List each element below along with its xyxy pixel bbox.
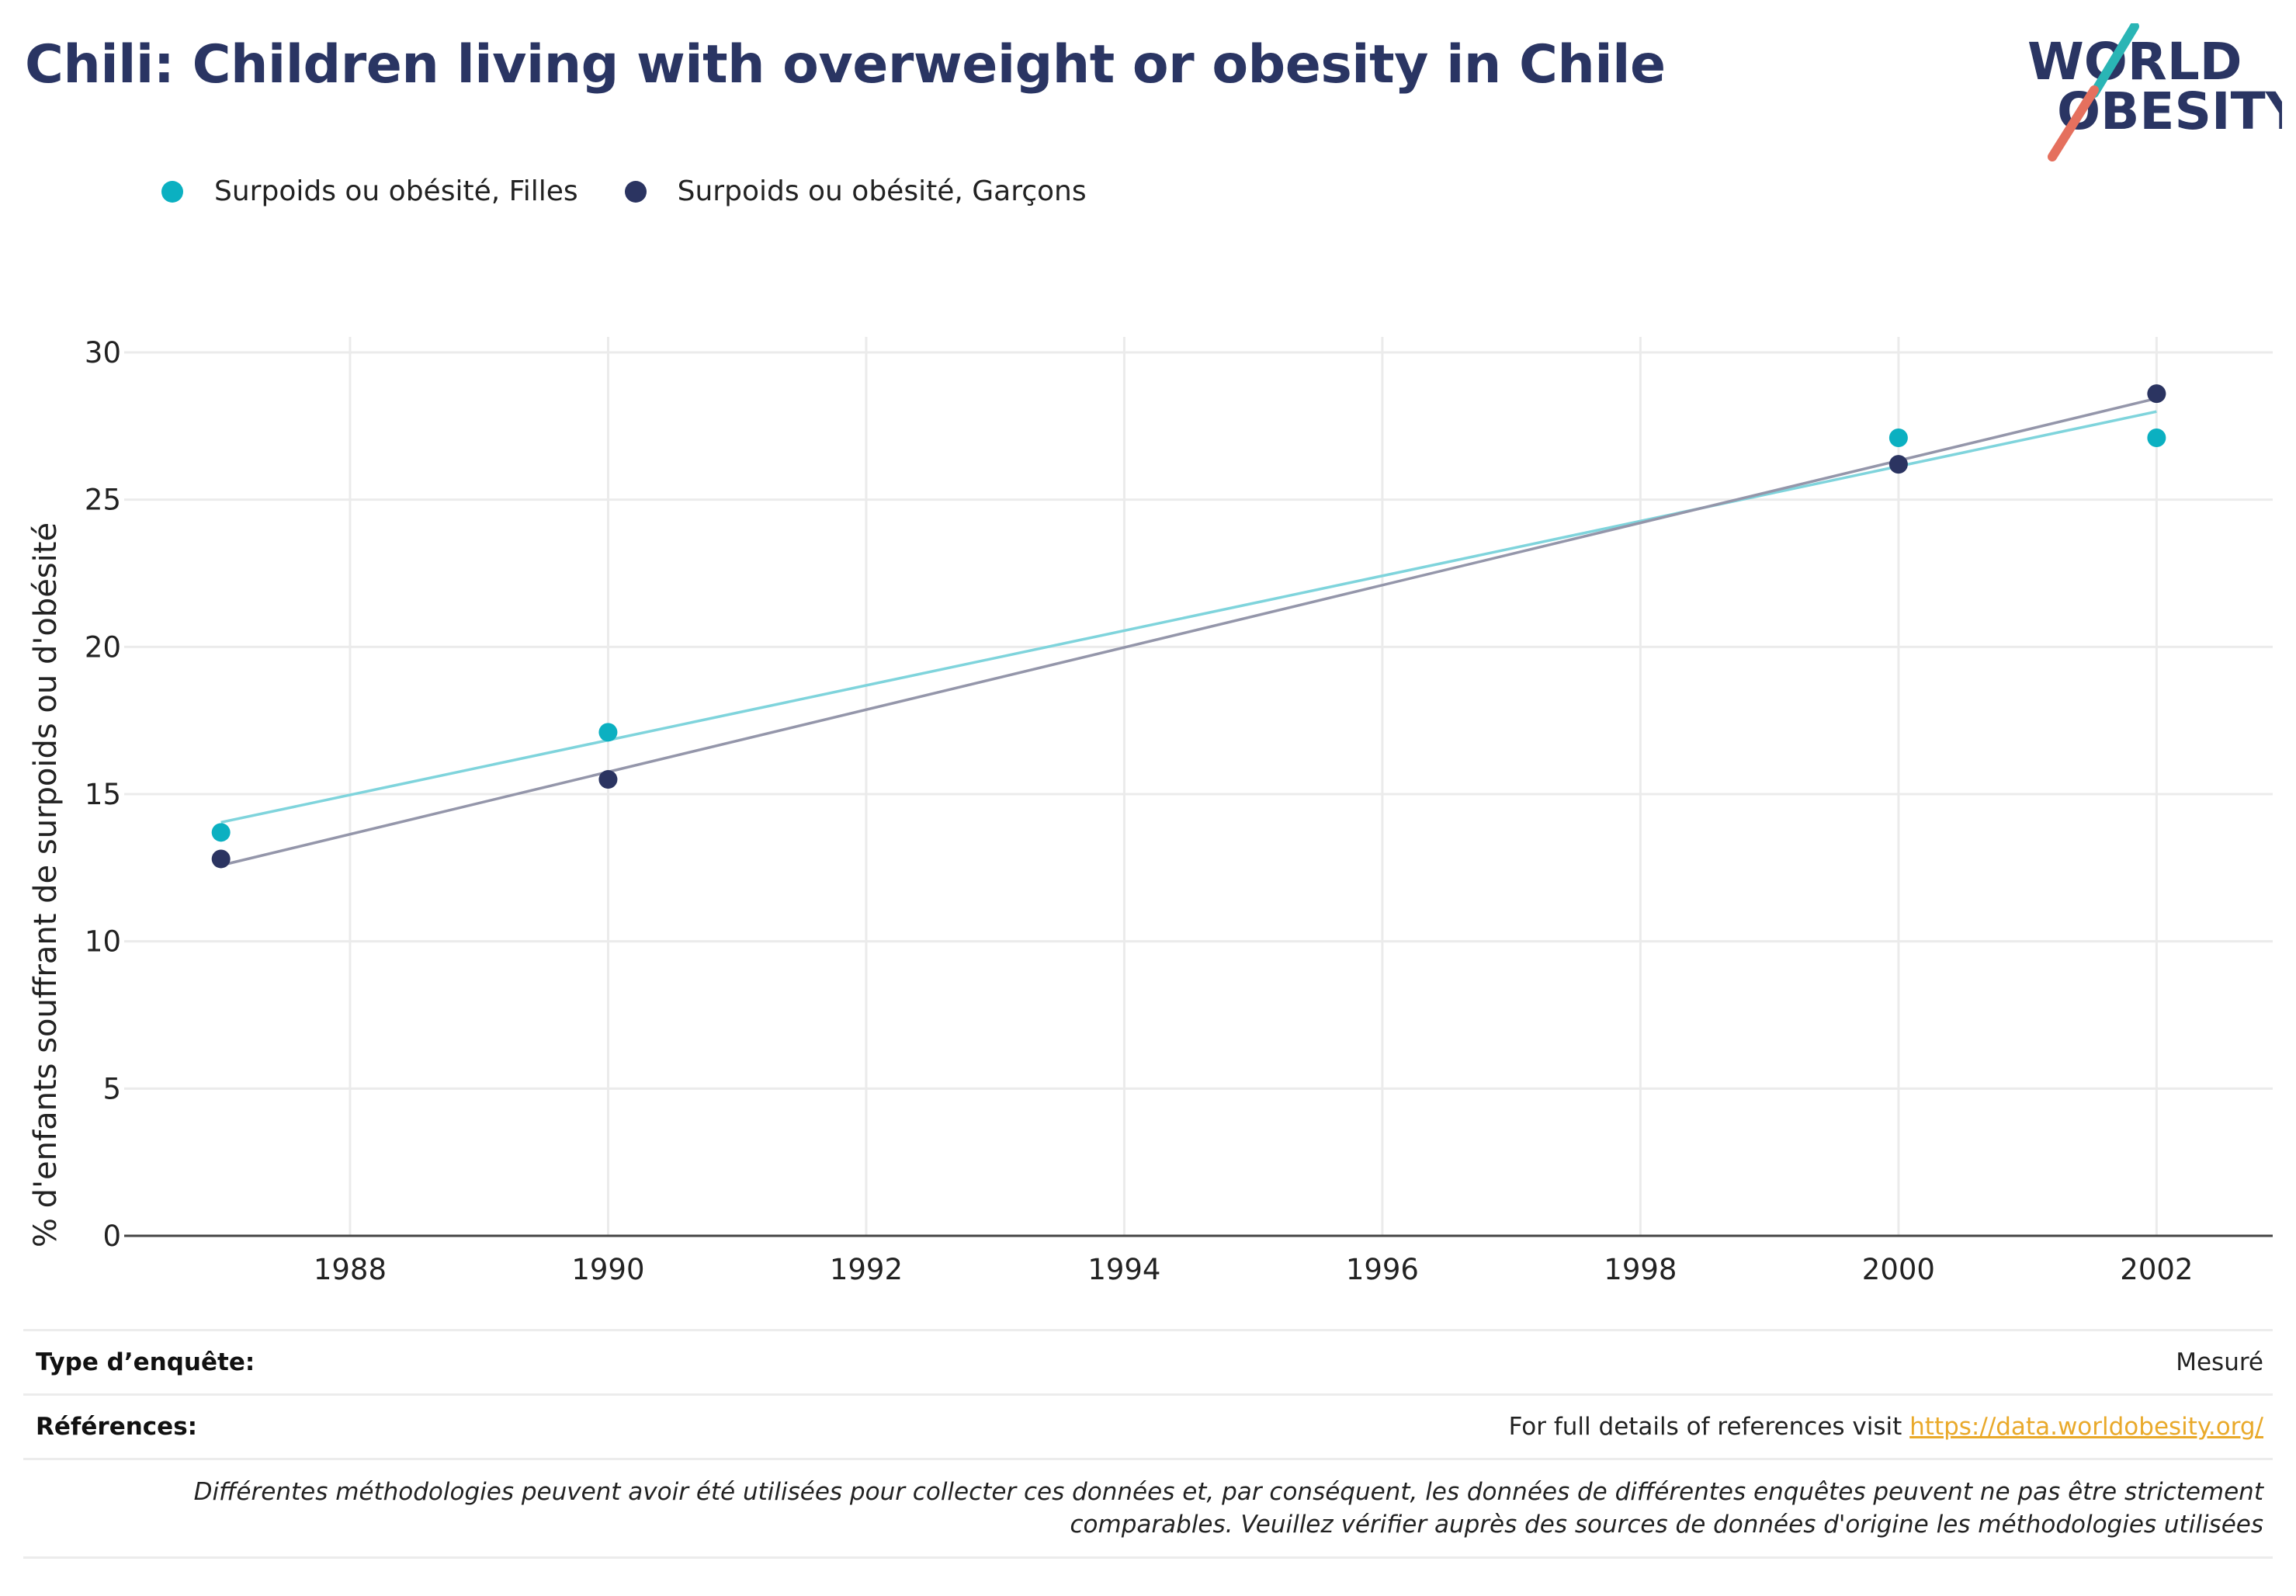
data-points [211, 384, 2166, 869]
x-tick-label: 1996 [1346, 1253, 1419, 1286]
references-value: For full details of references visit htt… [1509, 1413, 2273, 1441]
methodology-note: Différentes méthodologies peuvent avoir … [194, 1476, 2273, 1541]
x-tick-label: 1994 [1087, 1253, 1160, 1286]
y-tick-label: 20 [85, 630, 121, 664]
data-point-series-0-2000 [1888, 428, 1908, 448]
x-tick-label: 1990 [571, 1253, 644, 1286]
trend-line-series-1 [220, 397, 2157, 867]
axes: 0 5 10 15 20 25 30 1988 1990 1992 1994 1996 1998 2000… [85, 336, 2273, 1286]
y-tick-label: 0 [102, 1220, 121, 1253]
y-tick-label: 30 [85, 336, 121, 370]
data-point-series-0-1987 [211, 823, 231, 842]
methodology-note-row: Différentes méthodologies peuvent avoir … [23, 1458, 2273, 1559]
x-tick-label: 1998 [1604, 1253, 1677, 1286]
y-tick-label: 25 [85, 484, 121, 517]
references-text: For full details of references visit [1508, 1413, 1910, 1441]
data-point-series-0-1990 [598, 723, 618, 742]
methodology-note-line-2: comparables. Veuillez vérifier auprès de… [1070, 1511, 2263, 1539]
y-axis-label: % d'enfants souffrant de surpoids ou d'o… [28, 522, 64, 1247]
logo-text-world: WORLD [2027, 32, 2242, 92]
y-tick-label: 5 [102, 1072, 121, 1105]
y-tick-label: 10 [85, 925, 121, 959]
chart-footer: Type d’enquête: Mesuré Références: For f… [23, 1329, 2273, 1559]
grid-lines [124, 337, 2273, 1236]
y-tick-label: 15 [85, 778, 121, 811]
world-obesity-logo: WORLD OBESITY [2027, 23, 2282, 161]
references-row: Références: For full details of referenc… [23, 1393, 2273, 1458]
logo-slash-coral [2048, 85, 2099, 161]
data-point-series-1-2002 [2147, 384, 2166, 404]
legend-marker-garcons [624, 180, 647, 203]
methodology-note-line-1: Différentes méthodologies peuvent avoir … [193, 1478, 2263, 1506]
x-tick-label: 2002 [2120, 1253, 2193, 1286]
data-point-series-1-2000 [1888, 455, 1908, 474]
survey-type-value: Mesuré [2176, 1348, 2263, 1376]
trend-lines [220, 397, 2157, 867]
data-point-series-1-1987 [211, 849, 231, 869]
references-link[interactable]: https://data.worldobesity.org/ [1909, 1413, 2263, 1441]
legend-marker-filles [161, 180, 183, 203]
survey-type-row: Type d’enquête: Mesuré [23, 1329, 2273, 1393]
x-tick-label: 2000 [1862, 1253, 1935, 1286]
legend-item-garcons[interactable]: Surpoids ou obésité, Garçons [624, 175, 1087, 207]
legend-item-filles[interactable]: Surpoids ou obésité, Filles [161, 175, 578, 207]
legend-label-garcons: Surpoids ou obésité, Garçons [677, 175, 1087, 207]
logo-slash-teal [2090, 23, 2139, 98]
x-tick-label: 1992 [830, 1253, 903, 1286]
legend-label-filles: Surpoids ou obésité, Filles [214, 175, 578, 207]
data-point-series-1-1990 [598, 770, 618, 789]
trend-line-series-0 [220, 410, 2157, 824]
scatter-chart: 0 5 10 15 20 25 30 1988 1990 1992 1994 1996 1998 2000… [28, 336, 2273, 1286]
chart-legend: Surpoids ou obésité, Filles Surpoids ou … [161, 175, 1133, 207]
data-point-series-0-2002 [2147, 428, 2166, 448]
page-title: Chili: Children living with overweight o… [25, 34, 1666, 95]
x-tick-label: 1988 [314, 1253, 387, 1286]
survey-type-label: Type d’enquête: [36, 1348, 255, 1376]
references-label: Références: [36, 1413, 198, 1441]
